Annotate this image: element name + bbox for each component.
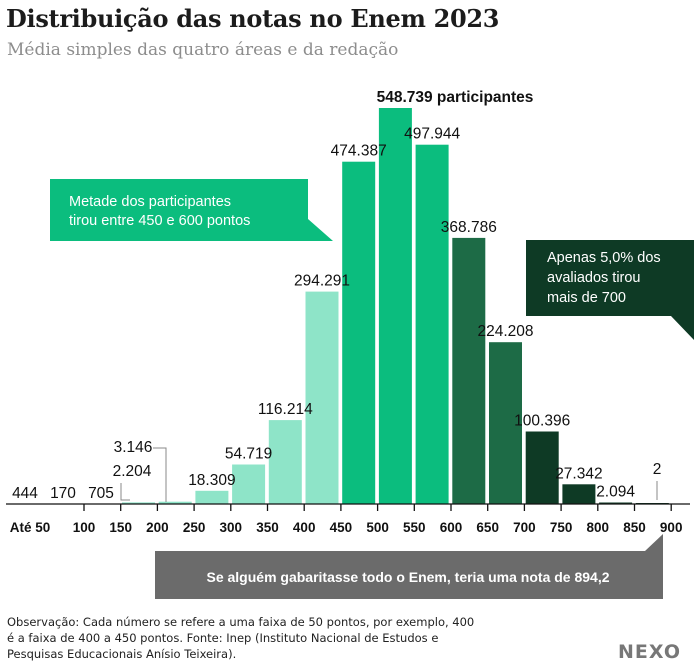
x-tick-label: 400 [293, 520, 316, 535]
leader-line [153, 447, 167, 502]
callout-half-box [50, 179, 333, 241]
x-tick-label: 550 [403, 520, 426, 535]
x-tick-label: 850 [623, 520, 646, 535]
bar-4 [158, 501, 192, 504]
value-label: 548.739 participantes [377, 89, 534, 106]
bar-15 [562, 484, 596, 504]
x-tick-label: 450 [330, 520, 353, 535]
bar-9 [342, 161, 376, 504]
callout-top5-box [526, 240, 694, 340]
x-tick-label: 650 [476, 520, 499, 535]
x-tick-label: Até 50 [10, 520, 51, 535]
x-tick-label: 200 [146, 520, 169, 535]
leader-line [120, 483, 130, 501]
chart-title: Distribuição das notas no Enem 2023 [6, 4, 500, 33]
bar-10 [378, 108, 412, 504]
bar-5 [195, 490, 229, 504]
x-tick-label: 600 [440, 520, 463, 535]
callout-max: Se alguém gabaritasse todo o Enem, teria… [155, 534, 663, 599]
chart-subtitle: Média simples das quatro áreas e da reda… [7, 40, 399, 60]
callout-max-box [155, 534, 663, 599]
x-tick-label: 500 [366, 520, 389, 535]
bar-3 [122, 502, 155, 504]
callout-half-text: Metade dos participantes tirou entre 450 … [69, 194, 250, 229]
bar-11 [415, 144, 449, 504]
value-label: 116.214 [258, 401, 313, 418]
callout-top5-text: Apenas 5,0% dos avaliados tirou mais de 70… [547, 250, 661, 306]
value-label: 224.208 [477, 323, 533, 340]
value-label: 18.309 [188, 472, 235, 489]
value-label: 474.387 [331, 143, 387, 160]
x-tick-label: 100 [73, 520, 96, 535]
bar-12 [452, 237, 486, 504]
bar-6 [232, 464, 266, 504]
value-label: 3.146 [114, 439, 153, 456]
value-label: 294.291 [294, 273, 350, 290]
value-label: 170 [50, 485, 76, 502]
value-label: 2.094 [596, 483, 635, 500]
value-label: 2 [653, 461, 662, 478]
value-label: 497.944 [404, 126, 460, 143]
x-tick-label: 250 [183, 520, 206, 535]
bar-16 [599, 502, 633, 504]
x-tick-label: 150 [109, 520, 132, 535]
callout-top5: Apenas 5,0% dos avaliados tirou mais de 70… [526, 240, 694, 340]
bar-13 [489, 342, 522, 504]
footnote: Observação: Cada número se refere a uma … [7, 615, 475, 661]
value-label: 368.786 [441, 219, 497, 236]
x-tick-label: 800 [587, 520, 610, 535]
x-tick-label: 750 [550, 520, 573, 535]
x-tick-label: 300 [220, 520, 243, 535]
x-tick-label: 900 [660, 520, 683, 535]
histogram-chart: Até 50 100 150 200 250 300 350 400 450 500 550 600 6… [6, 89, 694, 599]
nexo-logo: NEXO [618, 641, 682, 663]
bar-14 [525, 431, 559, 504]
value-label: 705 [88, 485, 114, 502]
callout-max-text: Se alguém gabaritasse todo o Enem, teria… [206, 569, 609, 585]
value-label: 27.342 [555, 465, 602, 482]
value-label: 2.204 [113, 463, 152, 480]
x-tick-label: 350 [256, 520, 279, 535]
x-tick-label: 700 [513, 520, 536, 535]
bar-7 [268, 420, 302, 504]
bar-8 [305, 291, 339, 504]
callout-half: Metade dos participantes tirou entre 450 … [50, 179, 333, 241]
value-label: 54.719 [225, 446, 272, 463]
value-label: 100.396 [514, 413, 570, 430]
value-label: 444 [12, 485, 38, 502]
